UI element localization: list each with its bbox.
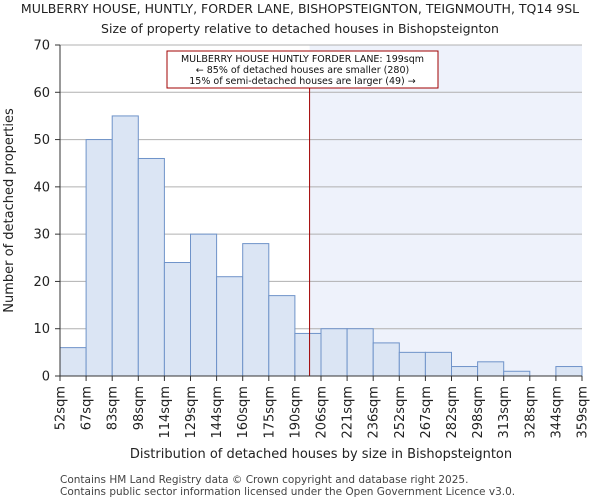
footer-line-2: Contains public sector information licen… [60, 486, 515, 498]
y-tick-label: 20 [33, 275, 50, 290]
bar [372, 342, 400, 377]
x-tick-label: 67sqm [80, 386, 95, 430]
chart-title: MULBERRY HOUSE, HUNTLY, FORDER LANE, BIS… [21, 1, 579, 16]
bar [163, 262, 191, 377]
axes [59, 45, 582, 377]
plot-area: MULBERRY HOUSE HUNTLY FORDER LANE: 199sq… [33, 39, 590, 439]
bar [451, 366, 479, 377]
x-tick-label: 282sqm [445, 386, 460, 439]
bar [503, 370, 531, 377]
chart-subtitle: Size of property relative to detached ho… [101, 21, 499, 36]
x-tick-label: 52sqm [54, 386, 69, 430]
x-tick-label: 328sqm [523, 386, 538, 439]
x-tick-label: 114sqm [158, 386, 173, 439]
x-tick-label: 160sqm [236, 386, 251, 439]
x-tick-label: 236sqm [367, 386, 382, 439]
x-tick-label: 344sqm [549, 386, 564, 439]
bar [320, 328, 348, 377]
bar [216, 276, 244, 377]
annotation-line-2: ← 85% of detached houses are smaller (28… [196, 65, 409, 76]
x-tick-label: 190sqm [288, 386, 303, 439]
bar [477, 361, 505, 377]
x-tick-label: 144sqm [210, 386, 225, 439]
bar [424, 351, 452, 377]
bar [190, 233, 218, 377]
annotation-line-1: MULBERRY HOUSE HUNTLY FORDER LANE: 199sq… [181, 54, 424, 65]
bar [294, 332, 322, 377]
x-tick-label: 359sqm [576, 386, 591, 439]
y-tick-label: 0 [42, 370, 50, 385]
bar [137, 157, 165, 377]
y-tick-label: 70 [33, 39, 50, 54]
y-tick-label: 40 [33, 180, 50, 195]
y-tick-label: 50 [33, 133, 50, 148]
annotation-line-3: 15% of semi-detached houses are larger (… [189, 76, 416, 87]
x-tick-label: 298sqm [471, 386, 486, 439]
bar [398, 351, 426, 377]
bar [85, 139, 113, 377]
x-tick-label: 98sqm [132, 386, 147, 430]
x-tick-label: 175sqm [262, 386, 277, 439]
footer-line-1: Contains HM Land Registry data © Crown c… [60, 474, 468, 486]
y-tick-label: 60 [33, 86, 50, 101]
bar [111, 115, 139, 377]
y-axis-ticks: 0 10 20 30 40 50 60 70 [33, 39, 60, 385]
y-axis-label: Number of detached properties [2, 108, 17, 313]
bar [242, 243, 270, 377]
x-tick-label: 206sqm [315, 386, 330, 439]
y-tick-label: 30 [33, 228, 50, 243]
x-tick-label: 267sqm [419, 386, 434, 439]
bars [59, 115, 583, 377]
x-tick-label: 313sqm [497, 386, 512, 439]
bar [555, 366, 583, 377]
x-tick-label: 129sqm [184, 386, 199, 439]
bar [59, 347, 87, 377]
x-tick-label: 252sqm [393, 386, 408, 439]
y-tick-label: 10 [33, 322, 50, 337]
x-axis-ticks: 52sqm 67sqm 83sqm 98sqm 114sqm 129sqm 144sqm 16… [54, 376, 591, 439]
bar [346, 328, 374, 377]
annotation-box [166, 50, 439, 89]
x-tick-label: 221sqm [341, 386, 356, 439]
x-tick-label: 83sqm [106, 386, 121, 430]
bar [268, 295, 296, 377]
x-axis-label: Distribution of detached houses by size … [130, 447, 512, 462]
highlight-region [309, 45, 582, 376]
